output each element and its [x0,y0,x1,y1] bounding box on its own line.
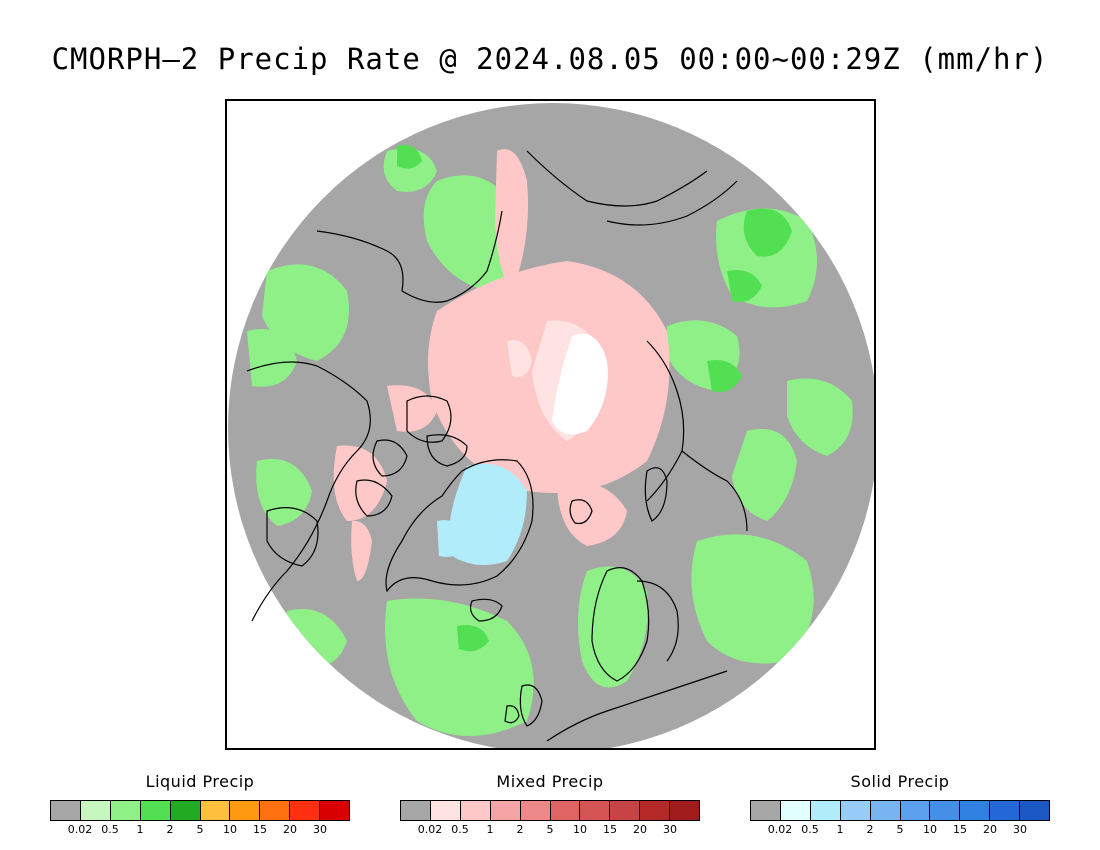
tick-label: 5 [896,823,904,836]
color-swatch [260,801,291,820]
map-title: CMORPH–2 Precip Rate @ 2024.08.05 00:00~… [51,42,1049,76]
color-swatch [870,801,901,820]
liquid-precip-areas [247,148,853,736]
tick-label: 1 [136,823,144,836]
color-bar [750,800,1050,821]
color-swatch [170,801,201,820]
color-swatch [140,801,171,820]
color-swatch [401,801,431,820]
color-swatch [520,801,551,820]
tick-label: 30 [313,823,327,836]
polar-map-frame [225,99,876,750]
color-swatch [290,801,321,820]
tick-label: 20 [633,823,647,836]
color-swatch [840,801,871,820]
color-swatch [810,801,841,820]
tick-label: 15 [253,823,267,836]
legend-title: Solid Precip [850,772,950,791]
tick-labels: 0.02 0.5 1 2 5 10 15 20 30 [750,823,1050,837]
color-swatch [460,801,491,820]
tick-label: 0.02 [767,823,793,836]
color-bar [400,800,700,821]
color-swatch [780,801,811,820]
color-swatch [320,801,350,820]
tick-labels: 0.02 0.5 1 2 5 10 15 20 30 [400,823,700,837]
color-swatch [610,801,641,820]
tick-label: 2 [866,823,874,836]
tick-label: 5 [196,823,204,836]
mixed-precip-areas [333,149,670,581]
color-swatch [110,801,141,820]
tick-labels: 0.02 0.5 1 2 5 10 15 20 30 [50,823,350,837]
color-swatch [430,801,461,820]
color-swatch [80,801,111,820]
color-swatch [200,801,231,820]
tick-label: 0.02 [417,823,443,836]
tick-label: 30 [1013,823,1027,836]
tick-label: 5 [546,823,554,836]
tick-label: 1 [486,823,494,836]
solid-precip-areas [437,463,527,565]
legend-mixed-precip: Mixed Precip 0.02 0.5 1 2 5 10 15 20 30 [400,772,700,837]
tick-label: 10 [923,823,937,836]
color-swatch [960,801,991,820]
color-swatch [51,801,81,820]
tick-label: 10 [573,823,587,836]
liquid-heavy-areas [397,145,792,652]
white-area [552,333,608,435]
legend-solid-precip: Solid Precip 0.02 0.5 1 2 5 10 15 20 30 [750,772,1050,837]
tick-label: 20 [983,823,997,836]
color-bar [50,800,350,821]
polar-precip-map [228,103,874,748]
tick-label: 30 [663,823,677,836]
tick-label: 15 [603,823,617,836]
tick-label: 20 [283,823,297,836]
color-swatch [751,801,781,820]
color-swatch [1020,801,1050,820]
precip-areas [247,145,853,736]
tick-label: 2 [166,823,174,836]
color-swatch [230,801,261,820]
coastlines [246,150,748,742]
legend-title: Mixed Precip [496,772,604,791]
tick-label: 2 [516,823,524,836]
tick-label: 0.5 [101,823,119,836]
legend-title: Liquid Precip [145,772,255,791]
legend-liquid-precip: Liquid Precip 0.02 0.5 1 2 5 10 15 20 30 [50,772,350,837]
color-swatch [990,801,1021,820]
color-swatch [490,801,521,820]
tick-label: 0.5 [451,823,469,836]
tick-label: 0.5 [801,823,819,836]
color-swatch [580,801,611,820]
color-swatch [670,801,700,820]
color-swatch [640,801,671,820]
color-swatch [550,801,581,820]
tick-label: 15 [953,823,967,836]
color-swatch [900,801,931,820]
color-swatch [930,801,961,820]
tick-label: 10 [223,823,237,836]
tick-label: 1 [836,823,844,836]
tick-label: 0.02 [67,823,93,836]
